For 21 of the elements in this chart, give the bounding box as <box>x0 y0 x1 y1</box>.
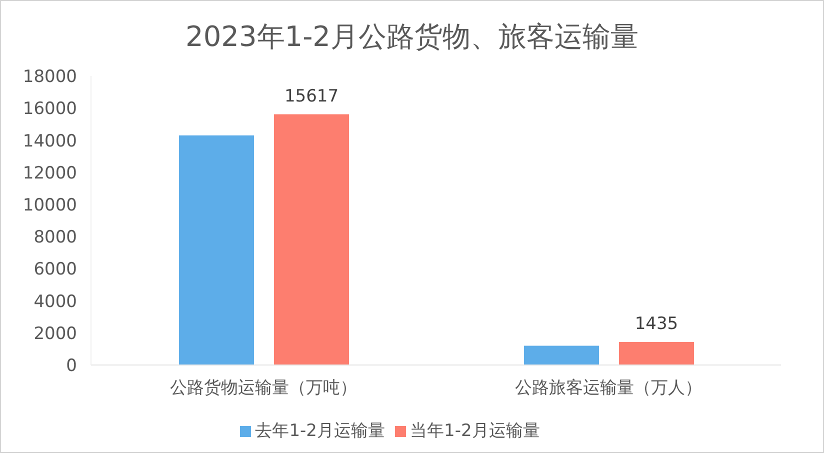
bar <box>274 114 349 365</box>
x-tick-label: 公路货物运输量（万吨） <box>170 378 357 398</box>
bar <box>619 342 694 365</box>
chart-title: 2023年1-2月公路货物、旅客运输量 <box>184 19 640 55</box>
data-label: 15617 <box>284 86 339 106</box>
y-tick-label: 6000 <box>34 260 77 280</box>
bar <box>179 135 254 365</box>
legend-label: 去年1-2月运输量 <box>255 421 385 441</box>
y-tick-label: 12000 <box>22 163 77 184</box>
y-tick-label: 16000 <box>22 99 77 120</box>
y-tick-label: 4000 <box>34 292 77 312</box>
y-tick-label: 2000 <box>34 324 77 344</box>
y-tick-label: 18000 <box>22 67 77 88</box>
legend-label: 当年1-2月运输量 <box>410 421 540 441</box>
y-tick-label: 10000 <box>22 195 77 216</box>
bar <box>524 346 599 365</box>
y-tick-label: 14000 <box>22 131 77 152</box>
x-tick-label: 公路旅客运输量（万人） <box>515 378 702 398</box>
y-tick-label: 0 <box>66 356 77 376</box>
data-label: 1435 <box>634 314 678 334</box>
y-tick-label: 8000 <box>34 228 77 248</box>
